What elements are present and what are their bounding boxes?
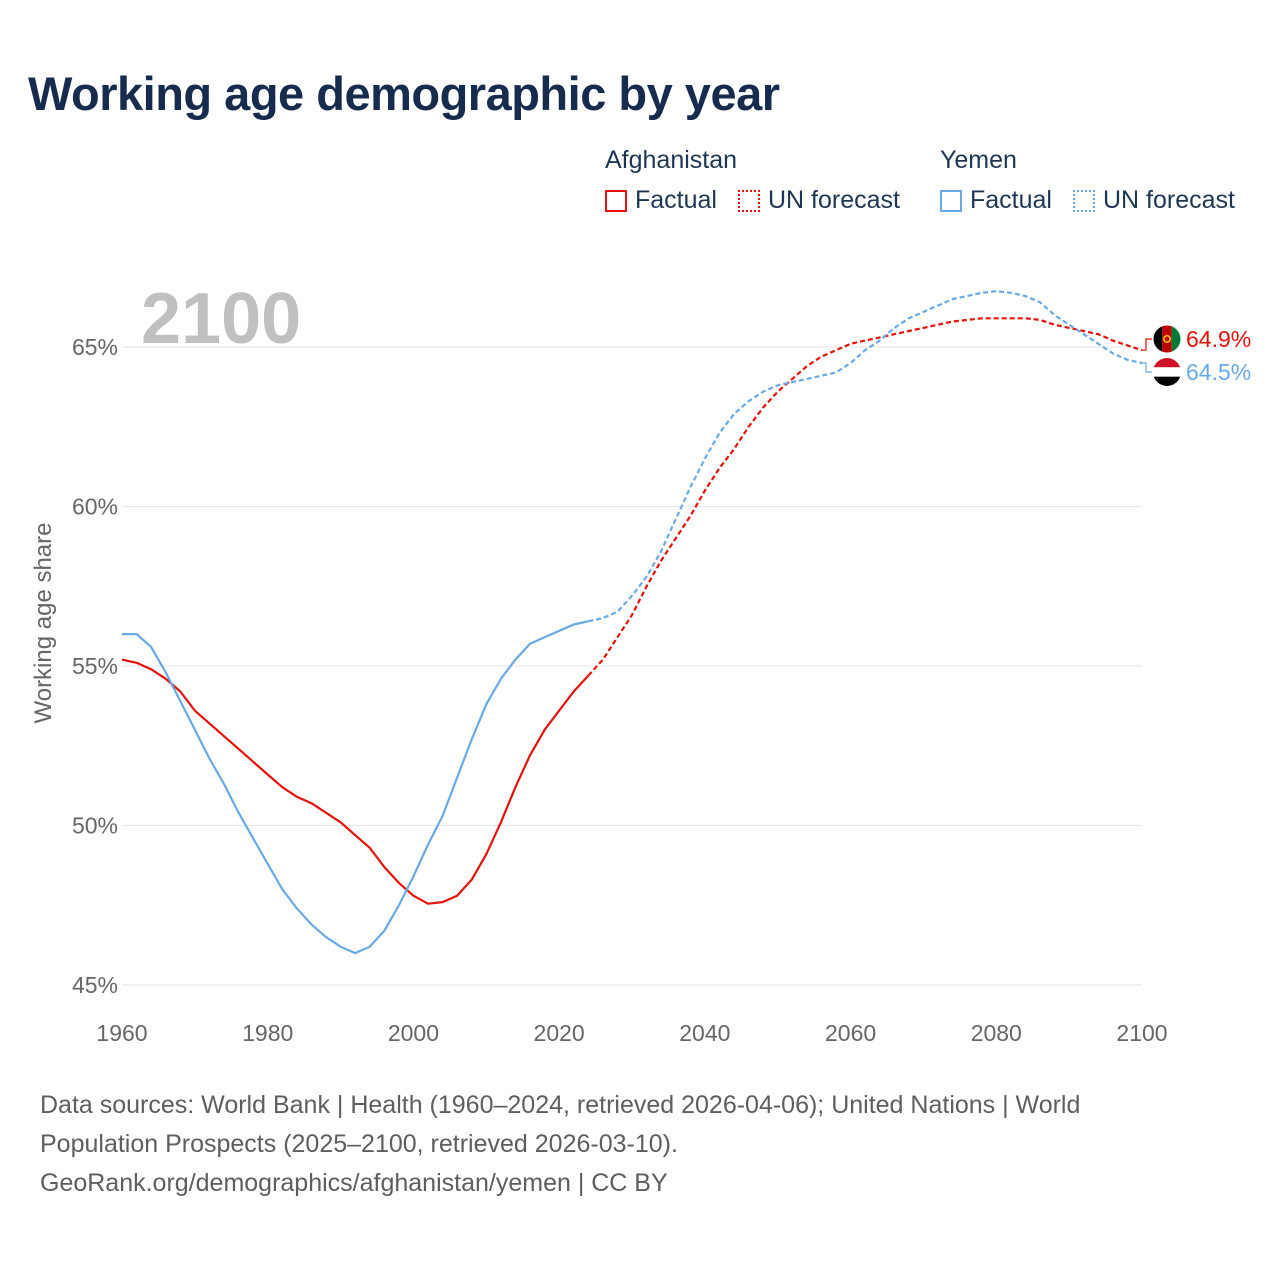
yemen-flag-icon [1153,358,1181,386]
x-tick-label: 1960 [96,1020,147,1046]
legend-label: Factual [635,186,717,214]
y-tick-label: 60% [72,494,118,520]
legend-label: UN forecast [768,186,900,214]
series-line-afghanistan-forecast[interactable] [587,317,1143,677]
afghanistan-flag-icon [1152,324,1182,354]
y-tick-label: 55% [72,653,118,679]
footer-sources-line1: Data sources: World Bank | Health (1960–… [40,1091,1081,1119]
series-line-afghanistan-factual[interactable] [121,658,590,905]
legend-afghanistan-factual[interactable]: Factual [605,186,717,215]
legend-swatch-solid-red [605,189,627,212]
y-tick-label: 45% [72,972,118,998]
legend-swatch-dotted-red [738,189,760,212]
legend-group-afghanistan: Afghanistan [605,146,738,174]
line-chart: 2100 45% 50% 55% 60% 65% 1960 1980 2000 2020 204… [30,279,1251,1046]
y-tick-label: 50% [72,813,118,839]
end-value-label-yemen: 64.5% [1186,359,1251,385]
y-tick-label: 65% [72,334,118,360]
legend-label: Factual [970,186,1052,214]
x-tick-label: 2000 [388,1020,439,1046]
footer-credit[interactable]: GeoRank.org/demographics/afghanistan/yem… [40,1169,668,1197]
legend-group-yemen: Yemen [940,146,1017,174]
footer-sources-line2: Population Prospects (2025–2100, retriev… [40,1130,678,1158]
legend-afghanistan-forecast[interactable]: UN forecast [738,186,900,215]
y-axis-label: Working age share [30,523,57,724]
series-line-yemen-factual[interactable] [122,620,589,955]
x-tick-label: 1980 [242,1020,293,1046]
x-tick-label: 2060 [825,1020,876,1046]
x-tick-label: 2080 [971,1020,1022,1046]
legend-label: UN forecast [1103,186,1235,214]
end-label-leader [1142,338,1152,351]
legend-yemen-forecast[interactable]: UN forecast [1073,186,1235,215]
page-title: Working age demographic by year [28,67,780,120]
legend-swatch-solid-blue [940,189,962,212]
end-label-leader [1142,362,1152,373]
end-value-label-afghanistan: 64.9% [1186,326,1251,352]
x-tick-label: 2040 [679,1020,730,1046]
series-line-yemen-forecast[interactable] [588,290,1143,623]
year-watermark: 2100 [141,279,301,359]
legend-swatch-dotted-blue [1073,189,1095,212]
legend-yemen-factual[interactable]: Factual [940,186,1052,215]
x-tick-label: 2100 [1116,1020,1167,1046]
x-tick-label: 2020 [534,1020,585,1046]
footer: Data sources: World Bank | Health (1960–… [40,1086,1240,1203]
